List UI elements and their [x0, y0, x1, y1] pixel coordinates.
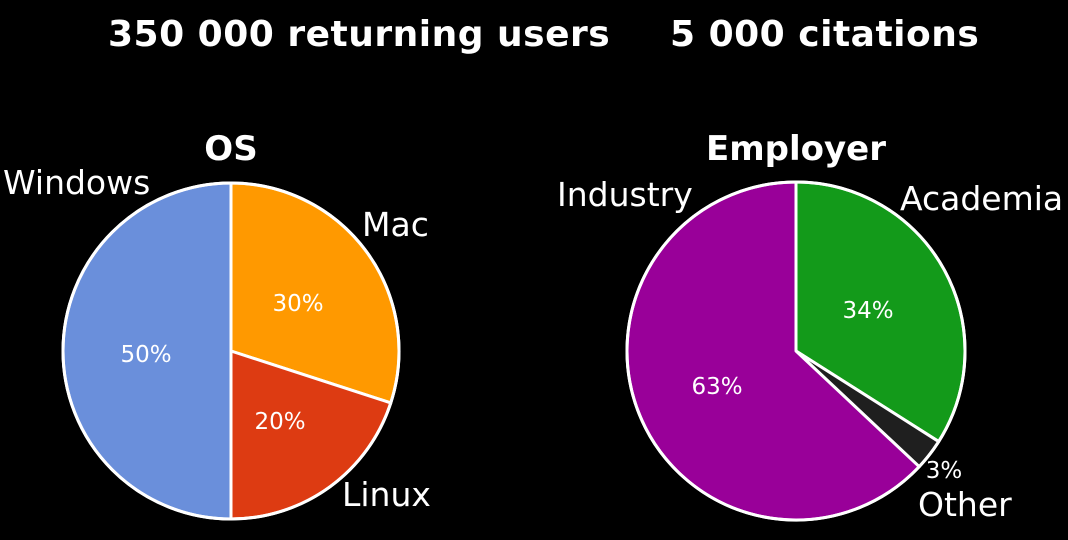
headline-returning-users: 350 000 returning users: [108, 14, 611, 55]
slice-label-mac: Mac: [362, 205, 429, 244]
chart-title: Employer: [706, 129, 886, 169]
slice-label-windows: Windows: [3, 163, 150, 202]
slice-percent-linux: 20%: [254, 409, 305, 435]
chart-title: OS: [204, 129, 257, 169]
slice-label-industry: Industry: [557, 175, 693, 214]
slice-label-other: Other: [918, 485, 1012, 524]
slice-percent-other: 3%: [926, 458, 963, 484]
slice-percent-mac: 30%: [272, 291, 323, 317]
headline-citations: 5 000 citations: [670, 14, 980, 55]
pie-outline: [625, 180, 967, 522]
slice-percent-academia: 34%: [842, 298, 893, 324]
slice-label-academia: Academia: [900, 179, 1063, 218]
pie-chart-os: OS Mac 30% Linux 20% Windows 50%: [3, 129, 431, 521]
pie-outline: [61, 181, 401, 521]
slice-label-linux: Linux: [342, 475, 431, 514]
slice-percent-industry: 63%: [691, 374, 742, 400]
slice-percent-windows: 50%: [120, 342, 171, 368]
